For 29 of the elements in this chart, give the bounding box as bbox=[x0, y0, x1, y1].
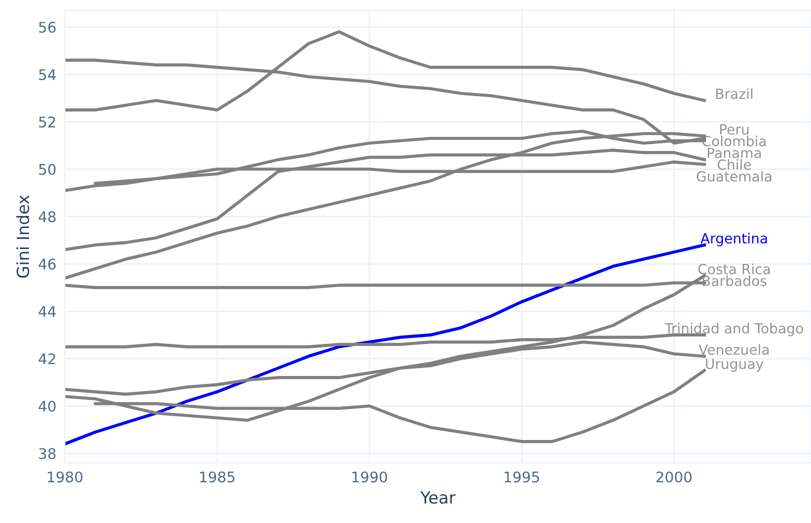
series-label: Peru bbox=[720, 124, 748, 135]
series-label: Costa Rica bbox=[698, 264, 770, 274]
y-tick-label: 54 bbox=[39, 69, 56, 80]
series-label: Venezuela bbox=[698, 344, 769, 355]
series-label: Uruguay bbox=[706, 358, 764, 372]
y-tick-label: 38 bbox=[39, 448, 56, 460]
x-tick-label: 1990 bbox=[352, 471, 388, 482]
series-label: Brazil bbox=[716, 88, 752, 100]
series-label: Colombia bbox=[702, 136, 766, 146]
series-label: Argentina bbox=[700, 232, 767, 246]
series-label: Guatemala bbox=[696, 170, 772, 182]
x-tick-label: 1985 bbox=[200, 471, 234, 482]
series-label: Chile bbox=[718, 159, 751, 170]
y-tick-label: 48 bbox=[38, 211, 56, 222]
y-tick-label: 46 bbox=[38, 258, 56, 270]
x-tick-label: 2000 bbox=[656, 471, 692, 482]
series-label: Panama bbox=[708, 148, 761, 158]
y-tick-label: 52 bbox=[39, 116, 56, 128]
y-tick-label: 40 bbox=[38, 400, 56, 412]
y-tick-label: 44 bbox=[38, 306, 56, 317]
y-tick-label: 42 bbox=[38, 353, 56, 364]
y-tick-label: 56 bbox=[39, 22, 56, 33]
x-axis-title: Year bbox=[420, 491, 456, 504]
x-tick-label: 1995 bbox=[504, 471, 539, 482]
series-label: Trinidad and Tobago bbox=[664, 322, 804, 336]
x-tick-label: 1980 bbox=[48, 471, 82, 482]
y-tick-label: 50 bbox=[39, 164, 56, 175]
series-label: Barbados bbox=[702, 275, 766, 286]
y-axis-title: Gini Index bbox=[16, 195, 30, 278]
